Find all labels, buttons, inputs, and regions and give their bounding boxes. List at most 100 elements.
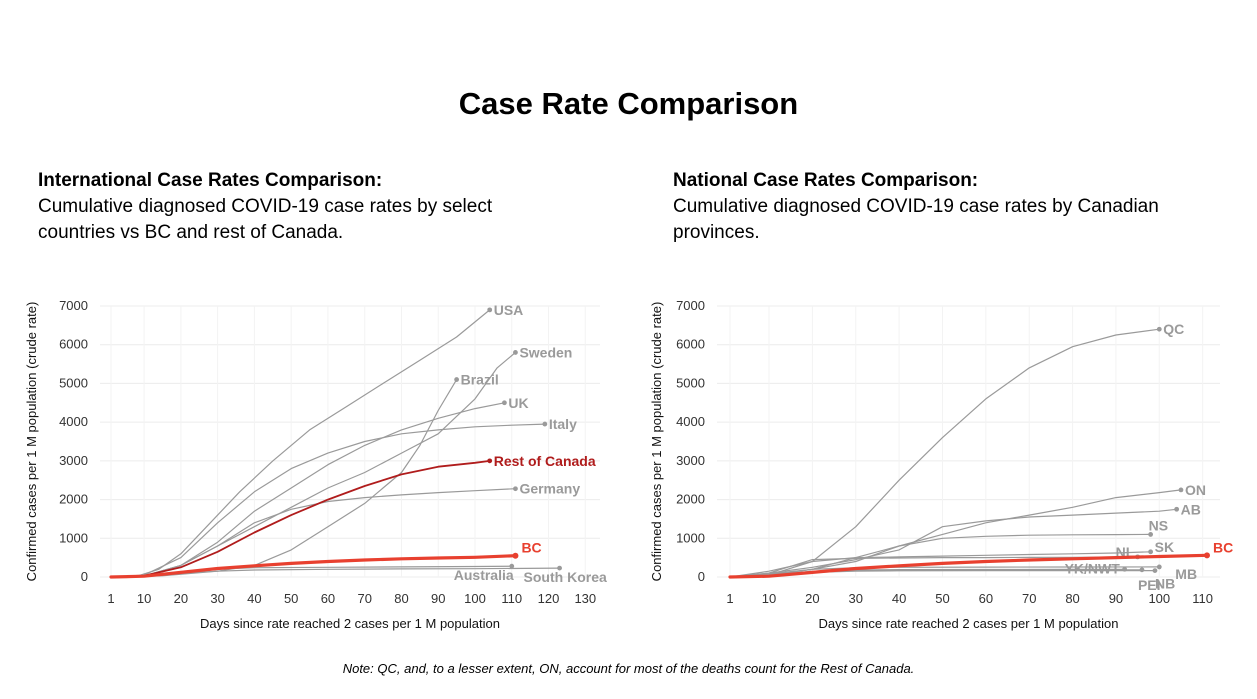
x-tick-label: 100 — [464, 591, 486, 606]
y-tick-label: 0 — [698, 569, 705, 584]
series-end-point-ns — [1148, 532, 1154, 537]
series-label-yk-nwt: YK/NWT — [1065, 560, 1121, 576]
series-label-uk: UK — [508, 395, 528, 411]
series-end-point-south-korea — [557, 565, 562, 571]
series-label-germany: Germany — [519, 481, 580, 497]
y-tick-label: 6000 — [676, 337, 705, 352]
series-label-australia: Australia — [454, 567, 514, 583]
series-label-mb: MB — [1175, 566, 1197, 582]
y-tick-label: 5000 — [59, 375, 88, 390]
series-end-point-bc — [512, 552, 519, 559]
series-end-point-uk — [502, 400, 507, 406]
x-tick-label: 20 — [174, 591, 188, 606]
series-label-bc: BC — [1213, 539, 1233, 555]
series-end-point-mb — [1156, 564, 1162, 570]
series-end-point-nb — [1152, 568, 1158, 574]
series-end-point-brazil — [454, 377, 460, 382]
x-tick-label: 70 — [357, 591, 371, 606]
y-tick-label: 3000 — [676, 453, 705, 468]
series-label-bc: BC — [521, 540, 541, 556]
x-tick-label: 40 — [892, 591, 906, 606]
international-heading: International Case Rates Comparison: — [38, 170, 383, 191]
x-tick-label: 110 — [501, 591, 522, 606]
series-label-nb: NB — [1155, 576, 1175, 592]
series-line-rest-of-canada — [110, 460, 491, 578]
x-tick-label: 100 — [1148, 591, 1170, 606]
y-tick-label: 7000 — [676, 298, 705, 313]
series-end-point-bc — [1203, 552, 1210, 559]
x-tick-label: 60 — [321, 591, 335, 606]
series-line-italy — [110, 423, 546, 578]
series-label-pei: PEI — [1138, 577, 1161, 593]
x-tick-label: 70 — [1022, 591, 1036, 606]
x-tick-label: 10 — [137, 591, 151, 606]
x-tick-label: 50 — [284, 591, 298, 606]
y-tick-label: 3000 — [59, 453, 88, 468]
national-description: Cumulative diagnosed COVID-19 case rates… — [673, 196, 1159, 243]
x-tick-label: 80 — [394, 591, 408, 606]
y-tick-label: 0 — [81, 569, 88, 584]
y-tick-label: 5000 — [676, 375, 705, 390]
x-tick-label: 20 — [805, 591, 819, 606]
series-line-bc — [109, 554, 517, 579]
y-tick-label: 2000 — [676, 492, 705, 507]
x-tick-label: 30 — [210, 591, 224, 606]
international-description: Cumulative diagnosed COVID-19 case rates… — [38, 196, 493, 243]
series-line-qc — [729, 328, 1160, 578]
series-end-point-germany — [513, 486, 518, 492]
series-line-usa — [110, 309, 491, 578]
x-tick-label: 90 — [431, 591, 445, 606]
series-label-italy: Italy — [549, 416, 577, 432]
series-label-on: ON — [1185, 482, 1206, 498]
y-tick-label: 1000 — [59, 530, 88, 545]
series-label-ab: AB — [1181, 501, 1201, 517]
series-label-sweden: Sweden — [519, 344, 572, 360]
series-end-point-sweden — [513, 350, 518, 355]
y-axis-label: Confirmed cases per 1 M population (crud… — [24, 302, 39, 582]
x-tick-label: 1 — [726, 591, 733, 606]
series-end-point-on — [1178, 487, 1184, 493]
y-tick-label: 4000 — [676, 414, 705, 429]
national-panel-heading: National Case Rates Comparison: Cumulati… — [673, 168, 1193, 246]
series-label-brazil: Brazil — [461, 372, 499, 388]
x-tick-label: 10 — [762, 591, 776, 606]
x-tick-label: 80 — [1065, 591, 1079, 606]
x-tick-label: 130 — [574, 591, 596, 606]
x-tick-label: 1 — [107, 591, 114, 606]
x-tick-label: 40 — [247, 591, 261, 606]
x-axis-label: Days since rate reached 2 cases per 1 M … — [819, 616, 1119, 631]
series-line-brazil — [110, 379, 458, 578]
series-end-point-australia — [509, 563, 515, 569]
y-tick-label: 1000 — [676, 530, 705, 545]
series-label-usa: USA — [494, 302, 524, 318]
x-tick-label: 110 — [1192, 591, 1213, 606]
series-end-point-sk — [1148, 549, 1154, 555]
series-line-germany — [110, 488, 516, 578]
series-end-point-rest-of-canada — [487, 458, 493, 464]
international-panel-heading: International Case Rates Comparison: Cum… — [38, 168, 558, 246]
x-tick-label: 90 — [1109, 591, 1123, 606]
series-label-south-korea: South Korea — [524, 569, 607, 585]
series-end-point-italy — [542, 421, 548, 427]
y-tick-label: 4000 — [59, 414, 88, 429]
series-end-point-qc — [1156, 326, 1162, 332]
series-label-qc: QC — [1163, 321, 1184, 337]
series-end-point-ab — [1174, 506, 1180, 512]
x-tick-label: 60 — [979, 591, 993, 606]
x-tick-label: 30 — [849, 591, 863, 606]
national-heading: National Case Rates Comparison: — [673, 170, 979, 191]
x-tick-label: 50 — [935, 591, 949, 606]
y-axis-label: Confirmed cases per 1 M population (crud… — [649, 302, 664, 582]
y-tick-label: 6000 — [59, 337, 88, 352]
x-tick-label: 120 — [538, 591, 560, 606]
y-tick-label: 2000 — [59, 492, 88, 507]
series-label-rest-of-canada: Rest of Canada — [494, 453, 596, 469]
series-line-sk — [729, 551, 1152, 578]
x-axis-label: Days since rate reached 2 cases per 1 M … — [200, 616, 500, 631]
series-end-point-usa — [487, 307, 493, 313]
series-line-ab — [729, 508, 1178, 578]
series-line-bc — [728, 553, 1209, 579]
series-label-ns: NS — [1149, 517, 1168, 533]
